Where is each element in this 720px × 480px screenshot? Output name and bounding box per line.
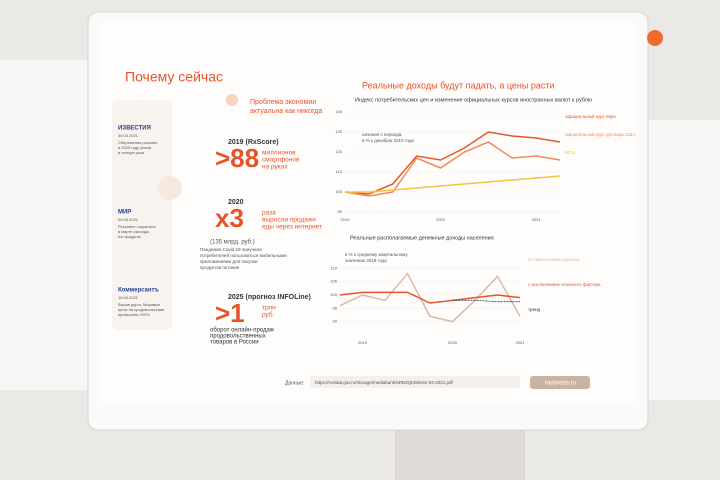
annotation: в % к среднему квартальному [345, 252, 408, 257]
x-tick-label: 2021 [516, 340, 526, 345]
news-date: 30.03.2021 [118, 133, 139, 138]
fact-big: >1 [215, 298, 245, 328]
fact-note: приложениями для покупки [200, 259, 258, 264]
legend-label: официальный курс доллара США [565, 131, 635, 137]
legend-label: официальный курс евро [565, 113, 616, 119]
legend-label: с исключением сезонного фактора [528, 282, 601, 287]
fact-text: трлн [262, 305, 276, 312]
y-tick-label: 100 [330, 292, 337, 297]
fact-note: потребителей пользоваться мобильными [200, 252, 287, 258]
news-text: Сбережения россиян [118, 140, 157, 145]
left-slide [0, 60, 90, 390]
footer-url: https://rosstat.gov.ru/storage/mediabank… [315, 380, 453, 385]
legend-label: ИПЦ [565, 150, 575, 155]
y-tick-label: 105 [330, 279, 337, 284]
fact-text: на руках [262, 164, 288, 171]
url-box [310, 376, 520, 388]
fact-text: еды через интернет [262, 224, 322, 231]
chart-title: Реальные располагаемые денежные доходы н… [350, 235, 494, 241]
slide [100, 22, 636, 404]
y-tick-label: 100 [335, 189, 342, 194]
annotation: в % к декабрю 2019 года [362, 138, 414, 143]
fact-text: выросли продажи [262, 217, 316, 224]
news-text: цены на продовольствие [118, 307, 165, 312]
fact-year: 2020 [228, 199, 244, 206]
fact-big: >88 [215, 143, 259, 173]
fact-note: оборот онлайн-продаж [210, 327, 274, 334]
site-box [530, 376, 590, 389]
y-tick-label: 90 [333, 319, 338, 324]
y-tick-label: 120 [335, 149, 342, 154]
y-tick-label: 95 [333, 305, 338, 310]
news-source: МИР [118, 210, 131, 216]
right-slide [640, 120, 720, 400]
news-text: Взрыв дорог. Мировые [118, 302, 161, 307]
right-title: Реальные доходы будут падать, а цены рас… [362, 80, 555, 90]
fact-text: миллионов [262, 150, 296, 157]
fact-note: товаров в России [210, 340, 259, 346]
news-text: превысили 200% [118, 312, 150, 317]
chart-title: Индекс потребительских цен и изменение о… [355, 97, 592, 103]
news-source: Коммерсантъ [118, 288, 159, 294]
series-line [345, 175, 561, 193]
fact-year: 2025 (прогноз INFOLine) [228, 294, 311, 301]
fact-text: смартфонов [262, 157, 300, 164]
x-tick-label: 2019 [358, 340, 368, 345]
footer-label: Данные: [285, 380, 304, 386]
news-text: на продукты [118, 234, 141, 239]
series-line [339, 272, 521, 323]
megaphone [158, 176, 182, 200]
news-panel [112, 100, 172, 330]
logo [647, 30, 663, 46]
news-date: 09.06.2021 [118, 217, 139, 222]
series-line [344, 131, 561, 195]
news-text: Россияне сократили [118, 224, 156, 229]
fact-text: руб. [262, 311, 275, 319]
y-tick-label: 140 [335, 109, 342, 114]
news-text: в четыре раза [118, 150, 145, 155]
fact-note: продовольственных [210, 334, 266, 340]
x-tick-label: 2021 [532, 217, 542, 222]
fact-year: 2019 (RxScore) [228, 139, 279, 146]
y-tick-label: 90 [338, 209, 343, 214]
fact-sub: (135 млрд. руб.) [210, 240, 255, 246]
news-date: 16.05.2021 [118, 295, 139, 300]
icon [226, 94, 238, 106]
fact-note: Пандемия Covid-19 приучила [200, 247, 262, 252]
y-tick-label: 130 [335, 129, 342, 134]
annotation: начиная с периода, [362, 132, 403, 137]
y-tick-label: 110 [331, 265, 338, 270]
news-source: ИЗВЕСТИЯ [118, 126, 151, 132]
news-text: в марте расходы [118, 229, 149, 234]
problem: актуальна как никогда [250, 108, 322, 115]
legend-label: тренд [528, 307, 541, 312]
legend-label: по фактическим данным [528, 257, 579, 262]
problem: Проблема экономии [250, 98, 316, 106]
site: radareda.ru [545, 381, 576, 387]
series-line [452, 299, 520, 303]
x-tick-label: 2020 [448, 340, 458, 345]
fact-big: x3 [215, 203, 244, 233]
y-tick-label: 110 [336, 169, 343, 174]
annotation: значению 2018 года [345, 258, 387, 263]
x-tick-label: 2019 [341, 217, 351, 222]
series-line [344, 141, 561, 197]
fact-text: раза [262, 210, 276, 217]
x-tick-label: 2020 [436, 217, 446, 222]
fact-note: продуктов питания [200, 265, 240, 270]
news-text: в 2020 году упали [118, 145, 151, 150]
series-line [339, 291, 521, 304]
title: Почему сейчас [125, 69, 223, 85]
